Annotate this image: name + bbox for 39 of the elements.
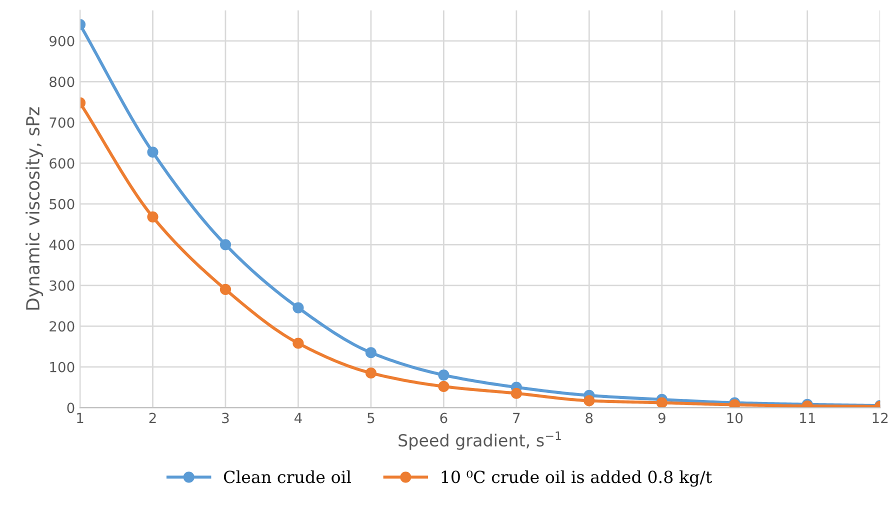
x-tick-label: 6	[440, 412, 448, 424]
x-tick-label: 2	[149, 412, 156, 424]
point	[510, 388, 522, 399]
x-tick-label: 7	[513, 412, 520, 424]
y-tick-label: 200	[50, 321, 74, 332]
y-tick-label: 600	[50, 158, 74, 169]
x-tick-label: 5	[368, 412, 374, 424]
x-tick-label: 3	[222, 412, 229, 424]
x-tick-label: 4	[294, 412, 302, 424]
y-tick-label: 900	[50, 36, 74, 46]
point	[147, 211, 158, 222]
y-axis-title: Dynamic viscosity, sPz	[26, 107, 44, 310]
point	[584, 395, 595, 406]
legend-label: Clean crude oil	[224, 470, 351, 484]
x-tick-label: 9	[658, 412, 666, 424]
y-tick-label: 800	[50, 76, 74, 88]
point	[292, 302, 304, 314]
point	[656, 397, 668, 408]
x-tick-label: 12	[872, 412, 888, 424]
x-tick-label: 8	[586, 412, 593, 424]
y-tick-label: 500	[50, 198, 74, 210]
y-tick-label: 300	[50, 280, 74, 291]
x-axis-title: Speed gradient, s$^{−1}$	[398, 432, 561, 450]
point	[365, 367, 377, 379]
point	[147, 146, 158, 158]
point	[438, 380, 450, 392]
y-tick-label: 100	[50, 362, 74, 372]
point	[438, 369, 450, 381]
y-tick-label: 700	[50, 117, 74, 128]
y-tick-label: 0	[67, 402, 74, 414]
x-tick-label: 11	[800, 412, 815, 424]
x-tick-label: 1	[77, 412, 84, 424]
point	[220, 284, 232, 296]
point	[292, 338, 304, 349]
x-tick-label: 10	[727, 412, 743, 424]
y-tick-label: 400	[49, 240, 74, 250]
point	[365, 347, 377, 358]
point	[220, 239, 232, 250]
legend-label: 10 ⁰C crude oil is added 0.8 kg/t	[442, 470, 712, 487]
